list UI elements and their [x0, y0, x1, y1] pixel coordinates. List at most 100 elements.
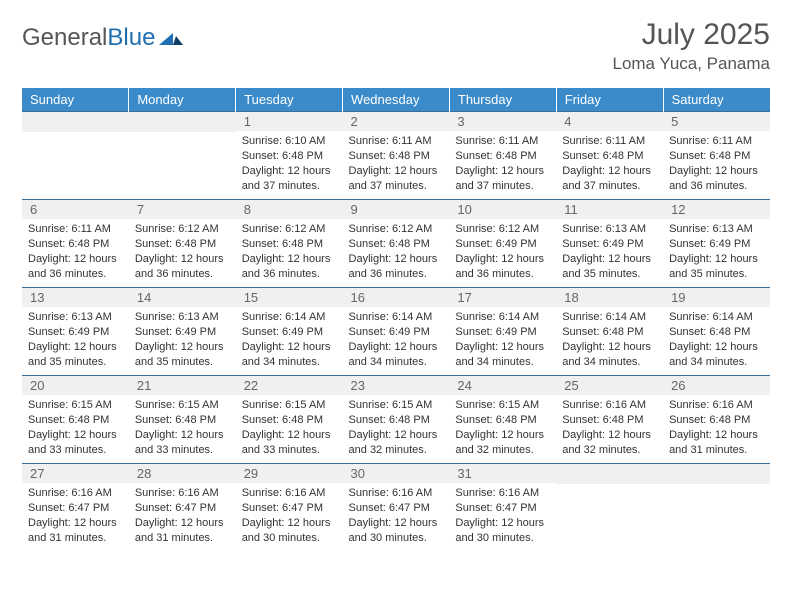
calendar-cell: [556, 464, 663, 552]
calendar-cell: 14Sunrise: 6:13 AMSunset: 6:49 PMDayligh…: [129, 288, 236, 376]
sunset-line: Sunset: 6:49 PM: [455, 237, 550, 252]
sunset-line: Sunset: 6:48 PM: [562, 413, 657, 428]
sunset-line: Sunset: 6:47 PM: [455, 501, 550, 516]
day-details: Sunrise: 6:16 AMSunset: 6:48 PMDaylight:…: [556, 395, 663, 461]
daylight-line: Daylight: 12 hours and 36 minutes.: [28, 252, 123, 282]
day-details: Sunrise: 6:16 AMSunset: 6:47 PMDaylight:…: [449, 483, 556, 549]
calendar-cell: 13Sunrise: 6:13 AMSunset: 6:49 PMDayligh…: [22, 288, 129, 376]
calendar-header: SundayMondayTuesdayWednesdayThursdayFrid…: [22, 88, 770, 112]
calendar-cell: 25Sunrise: 6:16 AMSunset: 6:48 PMDayligh…: [556, 376, 663, 464]
logo: GeneralBlue: [22, 18, 183, 52]
daylight-line: Daylight: 12 hours and 34 minutes.: [349, 340, 444, 370]
day-number: 22: [236, 376, 343, 395]
sunrise-line: Sunrise: 6:10 AM: [242, 134, 337, 149]
day-number: [22, 112, 129, 132]
daylight-line: Daylight: 12 hours and 32 minutes.: [562, 428, 657, 458]
day-number: 26: [663, 376, 770, 395]
sunrise-line: Sunrise: 6:14 AM: [349, 310, 444, 325]
daylight-line: Daylight: 12 hours and 37 minutes.: [242, 164, 337, 194]
calendar-cell: 27Sunrise: 6:16 AMSunset: 6:47 PMDayligh…: [22, 464, 129, 552]
day-details: Sunrise: 6:13 AMSunset: 6:49 PMDaylight:…: [556, 219, 663, 285]
sunset-line: Sunset: 6:48 PM: [28, 237, 123, 252]
sunset-line: Sunset: 6:48 PM: [455, 413, 550, 428]
day-number: 15: [236, 288, 343, 307]
weekday-header: Wednesday: [343, 88, 450, 112]
day-details: Sunrise: 6:15 AMSunset: 6:48 PMDaylight:…: [449, 395, 556, 461]
calendar-cell: 30Sunrise: 6:16 AMSunset: 6:47 PMDayligh…: [343, 464, 450, 552]
sunset-line: Sunset: 6:49 PM: [28, 325, 123, 340]
sunset-line: Sunset: 6:48 PM: [242, 237, 337, 252]
sunset-line: Sunset: 6:48 PM: [349, 149, 444, 164]
daylight-line: Daylight: 12 hours and 30 minutes.: [349, 516, 444, 546]
day-number: 8: [236, 200, 343, 219]
daylight-line: Daylight: 12 hours and 36 minutes.: [135, 252, 230, 282]
calendar-cell: 3Sunrise: 6:11 AMSunset: 6:48 PMDaylight…: [449, 112, 556, 200]
calendar-cell: 1Sunrise: 6:10 AMSunset: 6:48 PMDaylight…: [236, 112, 343, 200]
sunrise-line: Sunrise: 6:16 AM: [669, 398, 764, 413]
day-number: [129, 112, 236, 132]
sunset-line: Sunset: 6:49 PM: [242, 325, 337, 340]
calendar-table: SundayMondayTuesdayWednesdayThursdayFrid…: [22, 88, 770, 552]
day-details: Sunrise: 6:14 AMSunset: 6:49 PMDaylight:…: [236, 307, 343, 373]
sunrise-line: Sunrise: 6:12 AM: [242, 222, 337, 237]
daylight-line: Daylight: 12 hours and 31 minutes.: [669, 428, 764, 458]
day-number: 25: [556, 376, 663, 395]
daylight-line: Daylight: 12 hours and 30 minutes.: [455, 516, 550, 546]
day-details: Sunrise: 6:16 AMSunset: 6:47 PMDaylight:…: [22, 483, 129, 549]
calendar-row: 1 Sunrise: 6:10 AM Sunset: 6:48 PM Daylight…: [22, 112, 770, 200]
sunrise-line: Sunrise: 6:14 AM: [669, 310, 764, 325]
sunset-line: Sunset: 6:49 PM: [669, 237, 764, 252]
calendar-cell: 19Sunrise: 6:14 AMSunset: 6:48 PMDayligh…: [663, 288, 770, 376]
day-details: Sunrise: 6:12 AMSunset: 6:48 PMDaylight:…: [343, 219, 450, 285]
sunset-line: Sunset: 6:49 PM: [135, 325, 230, 340]
calendar-cell: 2Sunrise: 6:11 AMSunset: 6:48 PMDaylight…: [343, 112, 450, 200]
sunrise-line: Sunrise: 6:16 AM: [455, 486, 550, 501]
daylight-line: Daylight: 12 hours and 31 minutes.: [135, 516, 230, 546]
sunset-line: Sunset: 6:47 PM: [242, 501, 337, 516]
daylight-line: Daylight: 12 hours and 36 minutes.: [455, 252, 550, 282]
day-number: 28: [129, 464, 236, 483]
calendar-cell: 4Sunrise: 6:11 AMSunset: 6:48 PMDaylight…: [556, 112, 663, 200]
daylight-line: Daylight: 12 hours and 36 minutes.: [349, 252, 444, 282]
sunrise-line: Sunrise: 6:13 AM: [28, 310, 123, 325]
sunrise-line: Sunrise: 6:11 AM: [28, 222, 123, 237]
sunrise-line: Sunrise: 6:13 AM: [562, 222, 657, 237]
day-details: Sunrise: 6:16 AMSunset: 6:47 PMDaylight:…: [343, 483, 450, 549]
calendar-row: 27Sunrise: 6:16 AMSunset: 6:47 PMDayligh…: [22, 464, 770, 552]
calendar-cell: 24Sunrise: 6:15 AMSunset: 6:48 PMDayligh…: [449, 376, 556, 464]
day-number: 21: [129, 376, 236, 395]
weekday-header: Tuesday: [236, 88, 343, 112]
sunset-line: Sunset: 6:48 PM: [135, 237, 230, 252]
sunrise-line: Sunrise: 6:14 AM: [562, 310, 657, 325]
logo-text-general: General: [22, 24, 107, 52]
sunrise-line: Sunrise: 6:15 AM: [455, 398, 550, 413]
daylight-line: Daylight: 12 hours and 34 minutes.: [455, 340, 550, 370]
sunset-line: Sunset: 6:48 PM: [135, 413, 230, 428]
calendar-cell: 21Sunrise: 6:15 AMSunset: 6:48 PMDayligh…: [129, 376, 236, 464]
day-details: Sunrise: 6:11 AMSunset: 6:48 PMDaylight:…: [22, 219, 129, 285]
daylight-line: Daylight: 12 hours and 36 minutes.: [242, 252, 337, 282]
daylight-line: Daylight: 12 hours and 33 minutes.: [135, 428, 230, 458]
sunrise-line: Sunrise: 6:11 AM: [562, 134, 657, 149]
sunrise-line: Sunrise: 6:16 AM: [349, 486, 444, 501]
sunset-line: Sunset: 6:48 PM: [455, 149, 550, 164]
calendar-cell: 7Sunrise: 6:12 AMSunset: 6:48 PMDaylight…: [129, 200, 236, 288]
day-number: 7: [129, 200, 236, 219]
day-details: Sunrise: 6:13 AMSunset: 6:49 PMDaylight:…: [663, 219, 770, 285]
day-number: 19: [663, 288, 770, 307]
day-details: Sunrise: 6:11 AMSunset: 6:48 PMDaylight:…: [343, 131, 450, 197]
sunrise-line: Sunrise: 6:11 AM: [455, 134, 550, 149]
location-label: Loma Yuca, Panama: [612, 54, 770, 74]
logo-text-blue: Blue: [107, 24, 155, 52]
calendar-cell: 22Sunrise: 6:15 AMSunset: 6:48 PMDayligh…: [236, 376, 343, 464]
day-details: Sunrise: 6:12 AMSunset: 6:48 PMDaylight:…: [129, 219, 236, 285]
day-number: 1: [236, 112, 343, 131]
weekday-header: Saturday: [663, 88, 770, 112]
calendar-cell: 11Sunrise: 6:13 AMSunset: 6:49 PMDayligh…: [556, 200, 663, 288]
day-number: 31: [449, 464, 556, 483]
calendar-cell: [22, 112, 129, 200]
calendar-cell: 12Sunrise: 6:13 AMSunset: 6:49 PMDayligh…: [663, 200, 770, 288]
day-details: Sunrise: 6:14 AMSunset: 6:48 PMDaylight:…: [663, 307, 770, 373]
weekday-header: Friday: [556, 88, 663, 112]
sunrise-line: Sunrise: 6:14 AM: [455, 310, 550, 325]
